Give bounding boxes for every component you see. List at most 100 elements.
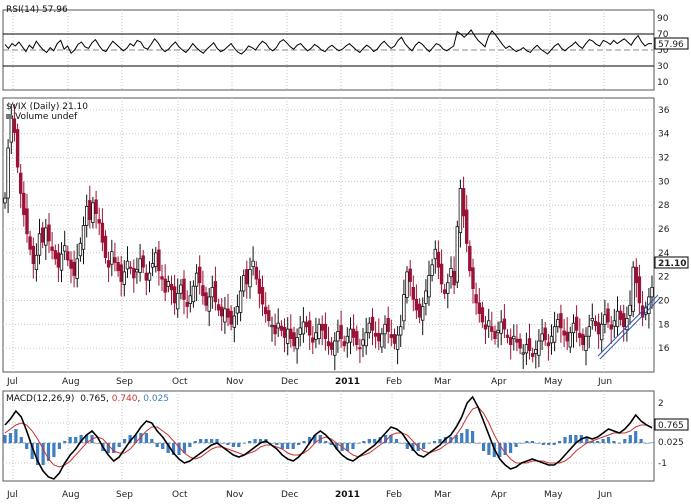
candle bbox=[531, 347, 535, 363]
candle-body bbox=[103, 235, 108, 258]
candle bbox=[468, 240, 472, 277]
macd-histogram-bar bbox=[427, 443, 431, 444]
candle-body bbox=[540, 333, 544, 342]
macd-histogram-bar bbox=[74, 437, 78, 443]
candle-body bbox=[339, 325, 343, 340]
macd-histogram-bar bbox=[30, 443, 34, 459]
candle-body bbox=[436, 251, 441, 268]
candle-body bbox=[336, 331, 340, 342]
macd-legend-signal: 0.740 bbox=[112, 394, 138, 404]
candle-body bbox=[18, 172, 23, 194]
candle-body bbox=[263, 306, 268, 315]
candle bbox=[329, 336, 334, 356]
price-x-label-Oct: Oct bbox=[172, 377, 188, 387]
candle-body bbox=[615, 310, 620, 328]
macd-histogram-bar bbox=[345, 443, 350, 451]
candle bbox=[650, 275, 654, 309]
price-x-label-Jul: Jul bbox=[6, 377, 18, 387]
candle bbox=[304, 316, 309, 333]
candle-body bbox=[81, 225, 86, 250]
candle-body bbox=[395, 334, 400, 350]
macd-histogram-bar bbox=[623, 439, 627, 443]
candle-body bbox=[458, 188, 463, 233]
macd-histogram-bar bbox=[525, 441, 529, 443]
candle-body bbox=[383, 323, 387, 335]
price-x-label-Apr: Apr bbox=[491, 377, 507, 387]
candle bbox=[125, 246, 130, 278]
candle-body bbox=[223, 308, 227, 323]
candle-body bbox=[34, 254, 39, 271]
macd-histogram-bar bbox=[612, 441, 616, 443]
candle bbox=[245, 260, 249, 299]
candle bbox=[527, 323, 532, 360]
price-x-labels: Jul Aug Sep Oct Nov Dec 2011 Feb Mar Apr May Jun bbox=[6, 377, 612, 387]
macd-histogram-bar bbox=[215, 439, 219, 443]
candle bbox=[339, 310, 343, 348]
candle bbox=[543, 322, 547, 346]
candle bbox=[320, 315, 324, 346]
candle-body bbox=[493, 331, 497, 339]
macd-histogram-bar bbox=[432, 441, 437, 443]
candle bbox=[223, 296, 227, 334]
candle-body bbox=[574, 316, 579, 331]
candle-body bbox=[166, 281, 170, 287]
macd-legend: MACD(12,26,9) 0.765, 0.740, 0.025 bbox=[6, 394, 169, 404]
candle bbox=[106, 251, 111, 283]
candle-body bbox=[267, 310, 271, 322]
macd-gridlines bbox=[3, 391, 654, 481]
candle bbox=[442, 283, 447, 300]
macd-histogram-bar bbox=[536, 443, 540, 444]
candle bbox=[600, 312, 604, 352]
macd-histogram-bar bbox=[166, 443, 170, 453]
candle-body bbox=[279, 325, 284, 331]
candle-body bbox=[584, 335, 588, 351]
candle-body bbox=[216, 304, 221, 311]
candle bbox=[191, 280, 196, 308]
candle bbox=[631, 261, 635, 318]
candle-body bbox=[50, 246, 54, 251]
candle-body bbox=[546, 342, 551, 347]
candle bbox=[408, 260, 412, 297]
candle-body bbox=[238, 290, 243, 313]
macd-histogram-bar bbox=[150, 439, 154, 443]
candle bbox=[128, 261, 133, 275]
macd-histogram-bar bbox=[204, 439, 208, 443]
candle-body bbox=[138, 258, 142, 273]
macd-histogram-bar bbox=[63, 441, 67, 443]
candle bbox=[201, 270, 205, 305]
rsi-y-ticks: 90 70 50 30 10 bbox=[657, 14, 669, 88]
macd-last-value-box bbox=[654, 418, 689, 431]
rsi-panel: RSI(14) 57.96 90 70 50 30 10 57.96 bbox=[2, 5, 689, 91]
candle bbox=[427, 260, 431, 306]
candle-body bbox=[37, 233, 42, 256]
macd-histogram-bar bbox=[335, 443, 339, 449]
candle bbox=[194, 264, 199, 302]
rsi-y-tick-30: 30 bbox=[657, 62, 669, 72]
price-legend: $VIX (Daily) 21.10 bbox=[6, 102, 88, 112]
candle-body bbox=[141, 255, 145, 268]
candle-body bbox=[377, 332, 381, 342]
candle bbox=[317, 318, 321, 345]
candle bbox=[424, 279, 428, 316]
candle bbox=[590, 303, 594, 330]
macd-histogram-bar bbox=[471, 431, 475, 443]
candle bbox=[15, 123, 20, 174]
macd-x-label-Sep: Sep bbox=[116, 490, 133, 500]
macd-histogram-bar bbox=[8, 433, 12, 443]
macd-histogram-bar bbox=[487, 443, 491, 455]
candle bbox=[458, 179, 463, 248]
candle bbox=[521, 344, 525, 369]
candle bbox=[273, 313, 277, 346]
candle-body bbox=[125, 260, 130, 270]
candle bbox=[333, 332, 337, 371]
rsi-reference-lines bbox=[3, 33, 654, 67]
candle-body bbox=[257, 278, 262, 294]
candle-body bbox=[531, 353, 535, 357]
candle-body bbox=[9, 115, 13, 143]
candle bbox=[581, 328, 585, 351]
macd-histogram-bar bbox=[193, 441, 197, 443]
macd-y-ticks: 21-1 bbox=[658, 399, 667, 469]
candle bbox=[323, 312, 328, 351]
macd-histogram-bar bbox=[639, 439, 643, 443]
